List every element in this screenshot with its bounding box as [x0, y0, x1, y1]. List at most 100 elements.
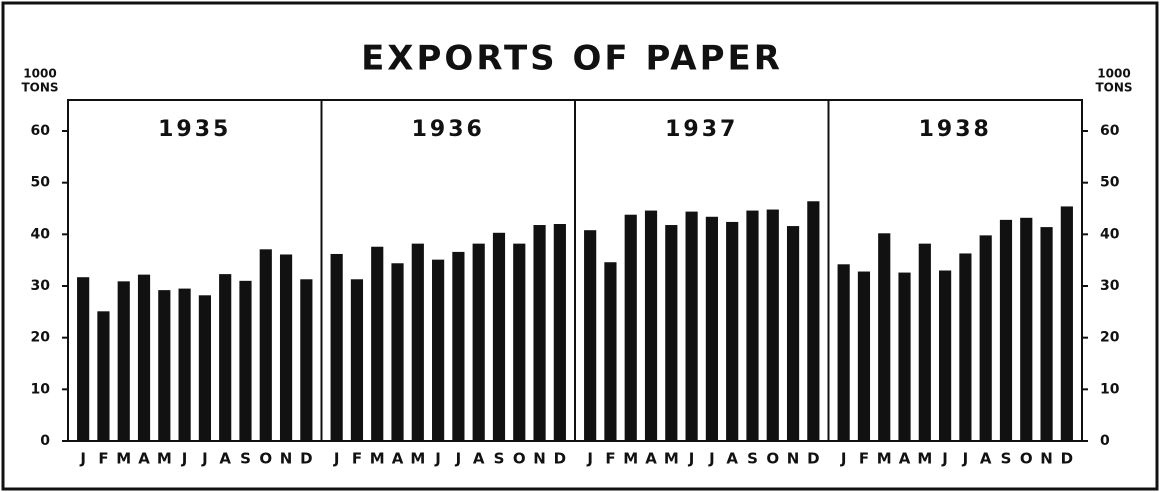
bar: [411, 243, 424, 441]
x-tick-label: J: [586, 450, 593, 468]
x-tick-label: S: [240, 450, 251, 468]
bar: [857, 271, 871, 441]
x-tick-label: S: [494, 450, 505, 468]
x-tick-label: O: [1020, 450, 1033, 468]
bar: [918, 243, 931, 441]
bar: [1060, 206, 1073, 441]
x-tick-label: M: [370, 450, 385, 468]
y-tick-label: 10: [31, 381, 51, 397]
bar: [198, 295, 211, 441]
bar: [898, 272, 911, 441]
y-label: TONS: [21, 81, 58, 95]
x-tick-label: A: [473, 450, 485, 468]
bar: [1040, 227, 1053, 441]
bar: [178, 288, 191, 441]
y2-tick-label: 50: [1100, 175, 1120, 191]
bar: [553, 224, 566, 441]
x-tick-label: M: [410, 450, 425, 468]
bar: [371, 246, 384, 441]
bar: [279, 254, 293, 441]
y-tick-label: 40: [31, 226, 51, 242]
x-tick-label: F: [859, 450, 869, 468]
x-tick-label: D: [807, 450, 819, 468]
x-tick-label: J: [708, 450, 715, 468]
bar: [726, 221, 739, 441]
y2-tick-label: 60: [1100, 123, 1120, 139]
bar: [391, 263, 404, 441]
x-tick-label: J: [941, 450, 948, 468]
bar: [219, 274, 232, 441]
bar: [533, 225, 546, 441]
x-tick-label: O: [513, 450, 526, 468]
x-tick-label: N: [1040, 450, 1053, 468]
panel-label: 1938: [919, 117, 992, 142]
y2-label: 1000: [1097, 67, 1130, 81]
bar: [158, 290, 171, 441]
bar: [513, 243, 526, 441]
x-tick-label: N: [787, 450, 800, 468]
x-tick-label: F: [605, 450, 615, 468]
bar: [350, 279, 364, 441]
y-tick-label: 20: [31, 330, 51, 346]
bar: [766, 209, 779, 441]
bar: [959, 253, 972, 441]
bar: [979, 235, 992, 441]
x-tick-label: A: [899, 450, 911, 468]
bar: [117, 281, 130, 441]
bar: [644, 210, 658, 441]
x-tick-label: A: [645, 450, 657, 468]
y2-tick-label: 30: [1100, 278, 1120, 294]
x-tick-label: A: [138, 450, 150, 468]
x-tick-label: J: [181, 450, 188, 468]
y2-tick-label: 40: [1100, 226, 1120, 242]
bar: [746, 210, 759, 441]
y2-label: TONS: [1095, 81, 1132, 95]
x-tick-label: A: [726, 450, 738, 468]
bar: [452, 251, 465, 441]
x-tick-label: M: [664, 450, 679, 468]
x-tick-label: J: [201, 450, 208, 468]
bar: [300, 279, 313, 441]
y2-tick-label: 0: [1100, 433, 1110, 449]
x-tick-label: J: [333, 450, 340, 468]
x-tick-label: M: [877, 450, 892, 468]
x-tick-label: D: [554, 450, 566, 468]
panel-label: 1936: [412, 117, 485, 142]
x-tick-label: A: [219, 450, 231, 468]
bar: [685, 211, 698, 441]
x-tick-label: S: [747, 450, 758, 468]
y-tick-label: 30: [31, 278, 51, 294]
bar: [999, 219, 1013, 441]
x-tick-label: J: [688, 450, 695, 468]
bar: [492, 232, 506, 441]
bar: [878, 233, 891, 441]
bar: [432, 259, 445, 441]
bar: [624, 214, 637, 441]
bar: [239, 280, 252, 441]
x-tick-label: A: [392, 450, 404, 468]
x-tick-label: A: [980, 450, 992, 468]
x-tick-label: J: [962, 450, 969, 468]
x-tick-label: M: [157, 450, 172, 468]
bar: [137, 274, 151, 441]
bar: [837, 264, 850, 441]
x-tick-label: N: [280, 450, 293, 468]
x-tick-label: M: [917, 450, 932, 468]
x-tick-label: D: [300, 450, 312, 468]
bar: [786, 226, 800, 441]
chart-title: EXPORTS OF PAPER: [361, 39, 783, 79]
y2-tick-label: 20: [1100, 330, 1120, 346]
x-tick-label: M: [116, 450, 131, 468]
x-tick-label: O: [259, 450, 272, 468]
bar: [259, 249, 272, 441]
x-tick-label: M: [623, 450, 638, 468]
x-tick-label: N: [533, 450, 546, 468]
x-tick-label: J: [840, 450, 847, 468]
bar: [665, 225, 678, 441]
y-tick-label: 60: [31, 123, 51, 139]
panel-label: 1935: [158, 117, 231, 142]
bar: [584, 230, 597, 441]
x-tick-label: J: [79, 450, 86, 468]
